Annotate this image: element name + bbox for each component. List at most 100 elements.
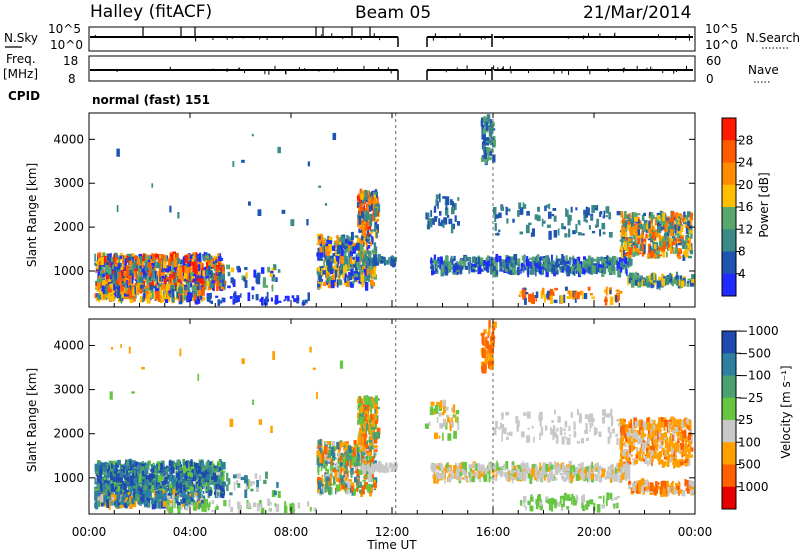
data-cell <box>570 290 573 299</box>
data-cell <box>555 269 559 275</box>
data-cell <box>317 466 320 476</box>
data-cell <box>184 468 189 472</box>
data-cell <box>686 280 690 287</box>
data-cell <box>193 265 196 272</box>
data-cell <box>317 465 320 468</box>
data-cell <box>236 295 240 303</box>
data-cell <box>373 482 377 488</box>
data-cell <box>205 479 208 487</box>
data-cell <box>377 254 381 263</box>
data-cell <box>352 281 355 284</box>
data-cell <box>478 257 480 266</box>
data-cell <box>513 269 517 273</box>
data-cell <box>492 122 495 127</box>
data-cell <box>100 256 104 266</box>
data-cell <box>376 191 378 200</box>
data-cell <box>230 267 235 273</box>
data-cell <box>604 289 608 293</box>
data-cell <box>154 267 157 271</box>
data-cell <box>196 470 199 474</box>
data-cell <box>590 215 593 220</box>
data-cell <box>535 291 539 299</box>
data-cell <box>467 257 472 262</box>
data-cell <box>373 246 378 254</box>
data-cell <box>342 466 346 472</box>
data-cell <box>123 503 127 508</box>
data-cell <box>112 477 116 482</box>
data-cell <box>577 256 580 262</box>
data-cell <box>355 254 360 262</box>
data-cell <box>317 236 322 244</box>
data-cell <box>109 494 112 500</box>
data-cell <box>336 264 339 269</box>
data-cell <box>483 265 486 268</box>
data-cell <box>358 247 362 256</box>
data-cell <box>369 260 372 263</box>
data-cell <box>266 291 269 301</box>
data-cell <box>564 286 568 291</box>
data-cell <box>373 268 377 274</box>
data-cell <box>167 493 171 496</box>
data-cell <box>627 243 630 251</box>
data-cell <box>106 470 110 479</box>
data-cell <box>334 470 338 478</box>
data-cell <box>146 285 149 289</box>
data-cell <box>464 265 469 270</box>
data-cell <box>174 257 176 262</box>
data-cell <box>333 242 338 246</box>
data-cell <box>334 258 337 265</box>
data-cell <box>94 293 97 299</box>
data-cell <box>365 240 368 250</box>
data-cell <box>190 261 195 266</box>
data-cell <box>498 212 502 218</box>
data-cell <box>169 205 172 213</box>
data-cell <box>331 441 336 450</box>
data-cell <box>525 292 529 295</box>
data-cell <box>168 483 173 489</box>
data-cell <box>128 270 130 277</box>
data-cell <box>361 282 365 288</box>
data-cell <box>116 148 120 157</box>
data-cell <box>259 298 262 302</box>
data-cell <box>331 275 335 280</box>
data-cell <box>630 280 635 285</box>
data-cell <box>624 220 629 229</box>
data-cell <box>522 202 525 209</box>
data-cell <box>323 457 326 466</box>
data-cell <box>519 231 524 235</box>
data-cell <box>441 260 445 265</box>
data-cell <box>94 263 98 266</box>
data-cell <box>437 257 440 264</box>
data-cell <box>338 275 341 279</box>
data-cell <box>357 453 361 462</box>
data-cell <box>161 275 164 282</box>
data-cell <box>121 291 124 298</box>
data-cell <box>582 261 587 270</box>
data-cell <box>540 266 544 269</box>
data-cell <box>444 268 449 276</box>
data-cell <box>320 466 323 472</box>
data-cell <box>215 483 218 491</box>
data-cell <box>333 282 337 287</box>
data-cell <box>171 495 175 501</box>
data-cell <box>146 468 149 475</box>
data-cell <box>555 261 558 268</box>
data-cell <box>257 209 262 216</box>
data-cell <box>628 246 632 256</box>
data-cell <box>368 197 371 206</box>
data-cell <box>198 278 201 282</box>
data-cell <box>106 285 110 292</box>
data-cell <box>525 224 530 234</box>
colorbar-swatch <box>722 118 736 141</box>
data-cell <box>151 480 156 484</box>
data-cell <box>514 262 519 266</box>
data-cell <box>656 254 660 259</box>
data-cell <box>220 479 222 486</box>
data-cell <box>356 486 359 493</box>
data-cell <box>112 282 116 285</box>
data-cell <box>190 478 193 481</box>
data-cell <box>583 257 585 265</box>
data-cell <box>662 212 666 221</box>
data-cell <box>562 226 566 230</box>
data-cell <box>187 283 190 290</box>
